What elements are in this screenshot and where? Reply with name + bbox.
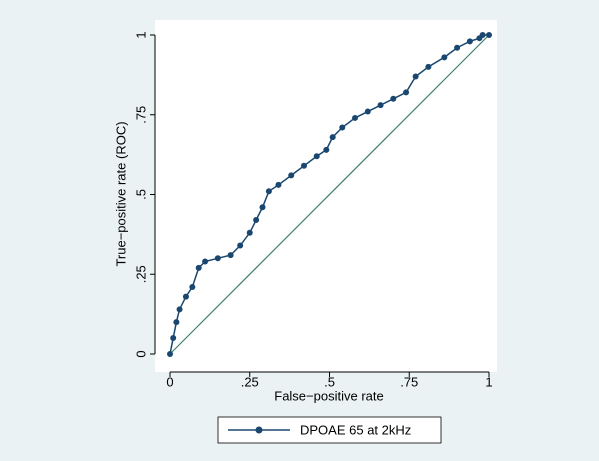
roc-point [403,89,410,96]
x-axis-title: False−positive rate [274,388,383,403]
roc-point [182,293,189,300]
roc-point [377,102,384,109]
y-tick-label: 0 [133,350,148,357]
roc-point [176,306,183,313]
roc-point [253,217,260,224]
roc-point [323,146,330,153]
roc-point [425,63,432,70]
roc-point [170,335,177,342]
roc-point [479,32,486,38]
roc-point [466,38,473,45]
roc-point [237,242,244,249]
legend-label: DPOAE 65 at 2kHz [300,422,411,437]
roc-point [246,229,253,236]
y-axis-title: True−positive rate (ROC) [113,121,128,266]
roc-point [202,258,209,265]
y-tick-label: .25 [133,265,148,283]
roc-point [454,44,461,51]
x-tick-label: .25 [241,374,259,389]
x-tick-label: 1 [485,374,492,389]
roc-point [339,124,346,131]
roc-point [364,108,371,115]
roc-point [329,134,336,141]
roc-point [288,172,295,179]
reference-line [169,34,490,355]
roc-point [259,204,266,211]
roc-point [195,264,202,271]
x-tick-label: 0 [166,374,173,389]
roc-point [167,351,173,357]
roc-point [390,95,397,102]
roc-point [265,188,272,195]
roc-point [227,252,234,259]
roc-point [214,255,221,262]
legend-marker [255,426,263,434]
x-tick-label: .5 [324,374,335,389]
roc-point [300,162,307,169]
roc-point [313,153,320,160]
roc-point [275,181,282,188]
roc-point [412,73,419,80]
y-tick-label: .5 [133,189,148,200]
roc-point [352,114,359,121]
roc-point [441,54,448,61]
roc-point [173,319,180,326]
y-tick-label: 1 [133,31,148,38]
roc-point [189,284,196,291]
roc-point [486,32,492,38]
plot-region [155,20,497,372]
y-tick-label: .75 [133,106,148,124]
x-tick-label: .75 [400,374,418,389]
